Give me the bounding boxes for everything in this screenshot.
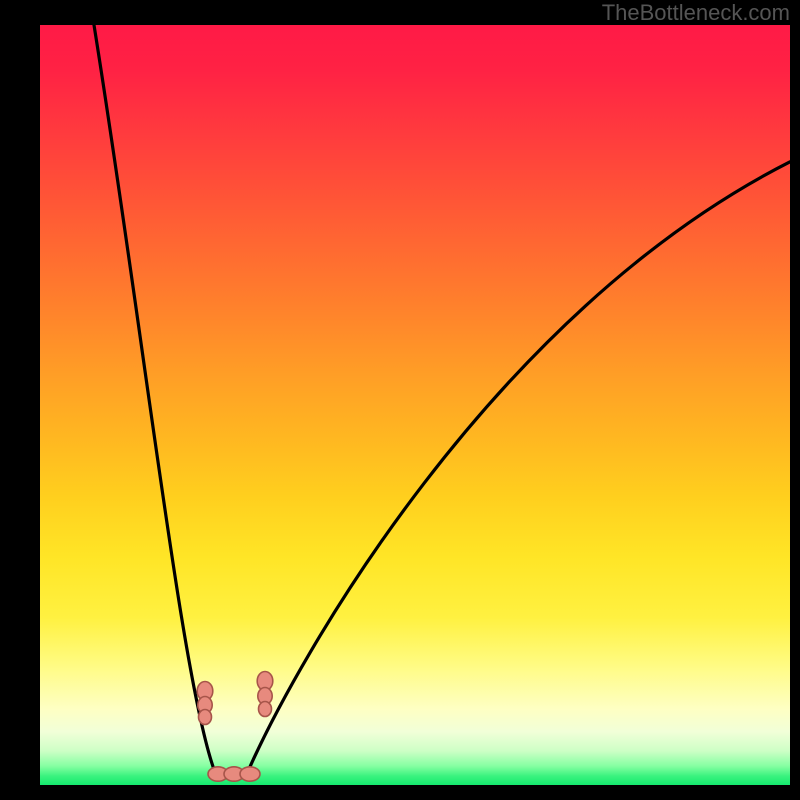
chart-svg: TheBottleneck.com <box>0 0 800 800</box>
watermark: TheBottleneck.com <box>602 0 790 25</box>
bottleneck-chart: TheBottleneck.com <box>0 0 800 800</box>
marker-bottom <box>240 767 260 781</box>
marker-right <box>259 702 272 717</box>
chart-plot-area <box>40 25 790 785</box>
marker-left <box>199 710 212 725</box>
